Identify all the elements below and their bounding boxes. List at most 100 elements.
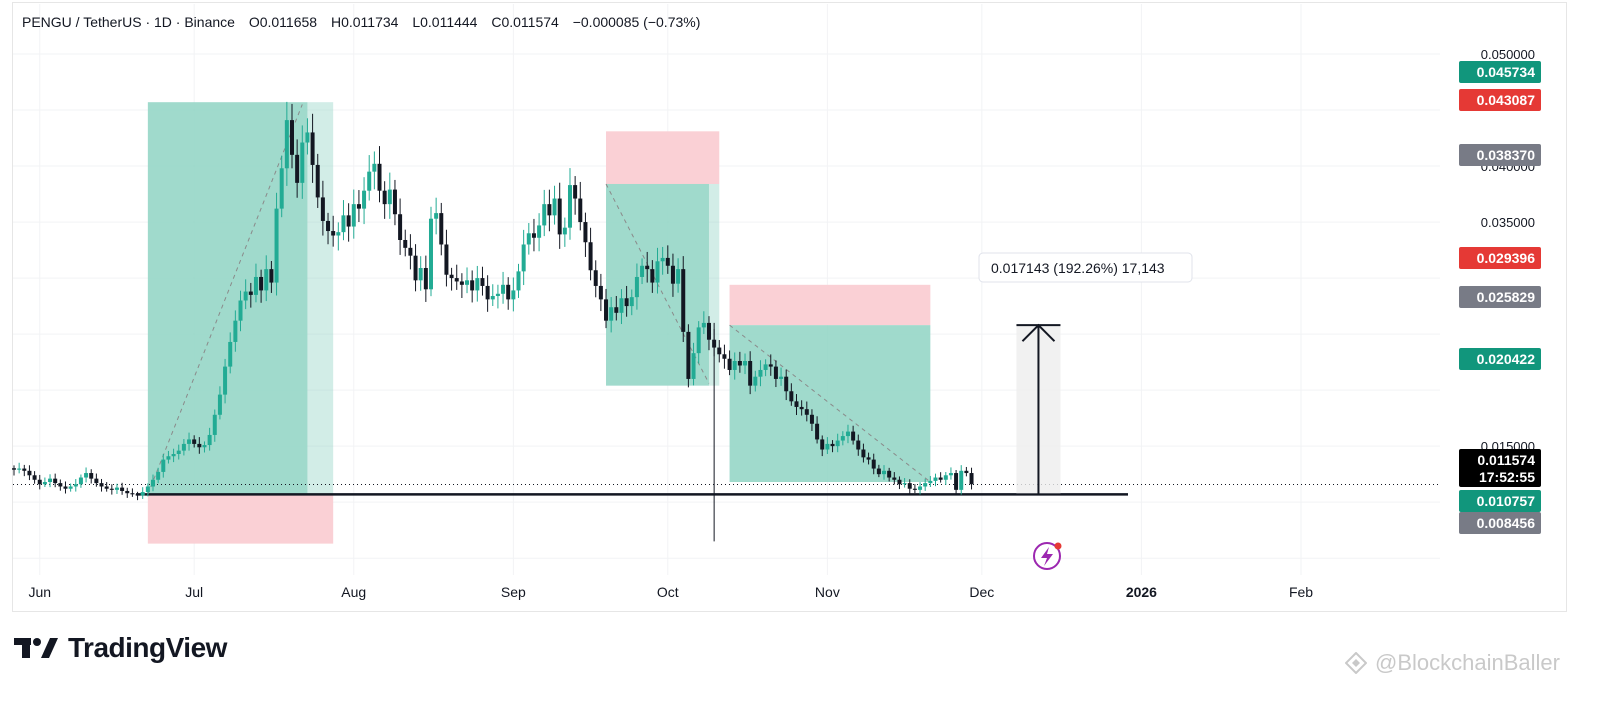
candle-down — [547, 204, 552, 216]
candle-down — [887, 470, 892, 478]
candle-down — [614, 307, 619, 313]
candle-down — [583, 222, 588, 243]
brand-name: TradingView — [68, 632, 227, 663]
candle-down — [506, 284, 511, 300]
tradingview-brand[interactable]: TradingView — [14, 632, 227, 664]
candle-up — [171, 453, 176, 457]
candle-down — [454, 278, 459, 282]
candle-down — [645, 265, 650, 270]
candle-up — [233, 320, 238, 342]
y-tick-label: 0.035000 — [1481, 215, 1535, 230]
candle-up — [763, 364, 768, 370]
candle-up — [526, 233, 531, 245]
price-tag-label: 0.025829 — [1477, 289, 1536, 305]
candle-down — [22, 468, 27, 471]
x-tick-label: Jun — [28, 584, 51, 600]
candle-down — [289, 120, 294, 155]
candle-down — [665, 257, 670, 266]
candle-up — [567, 185, 572, 228]
candle-up — [253, 276, 258, 295]
candle-up — [948, 473, 953, 476]
candle-up — [511, 290, 516, 300]
symbol-label[interactable]: PENGU / TetherUS · 1D · Binance — [22, 14, 235, 30]
candle-up — [176, 450, 181, 454]
candle-up — [207, 434, 212, 446]
candle-down — [593, 270, 598, 286]
candle-up — [372, 163, 377, 172]
candle-down — [866, 457, 871, 460]
candle-down — [768, 364, 773, 367]
candle-down — [748, 361, 753, 386]
candle-up — [434, 213, 439, 219]
price-chart[interactable]: 0.017143 (192.26%) 17,143 0.0500000.0400… — [0, 0, 1600, 612]
x-tick-label: Nov — [815, 584, 840, 600]
price-tag-label: 0.029396 — [1477, 250, 1536, 266]
candle-up — [212, 414, 217, 435]
chart-frame — [12, 2, 1567, 612]
candle-up — [68, 486, 73, 489]
candle-up — [537, 225, 542, 238]
candle-down — [856, 440, 861, 450]
lightning-bolt-icon — [1041, 547, 1053, 566]
candle-down — [403, 239, 408, 248]
candle-up — [918, 486, 923, 490]
candle-up — [475, 278, 480, 291]
candle-up — [696, 327, 701, 354]
candle-up — [495, 293, 500, 297]
candle-down — [444, 244, 449, 275]
candle-down — [578, 198, 583, 223]
candle-down — [907, 483, 912, 489]
candle-down — [382, 190, 387, 205]
candle-down — [94, 478, 99, 484]
candle-up — [609, 307, 614, 321]
measure-tool: 0.017143 (192.26%) 17,143 — [978, 252, 1193, 496]
candle-up — [428, 218, 433, 290]
candle-down — [604, 299, 609, 321]
candle-down — [598, 285, 603, 300]
candle-up — [166, 456, 171, 460]
candle-up — [835, 440, 840, 447]
candle-up — [691, 353, 696, 379]
candle-down — [109, 488, 114, 490]
candle-up — [156, 471, 161, 480]
candle-up — [840, 436, 845, 441]
candle-down — [192, 439, 197, 444]
candle-up — [387, 189, 392, 205]
short-loss-zone — [729, 284, 931, 326]
candle-down — [876, 468, 881, 475]
position-zones — [147, 102, 931, 544]
candle-down — [573, 185, 578, 199]
candle-down — [851, 431, 856, 441]
candle-down — [470, 280, 475, 291]
candle-down — [969, 473, 974, 485]
candle-down — [392, 189, 397, 215]
candle-up — [84, 473, 89, 478]
candle-up — [943, 475, 948, 480]
candle-down — [722, 354, 727, 359]
tradingview-logo-icon — [14, 638, 58, 658]
candle-down — [413, 255, 418, 281]
candle-up — [336, 232, 341, 236]
candle-up — [223, 366, 228, 395]
candle-up — [542, 204, 547, 226]
candle-up — [465, 280, 470, 285]
position-trend-line — [147, 104, 303, 495]
candle-up — [779, 376, 784, 379]
ohlc-close: C0.011574 — [491, 14, 559, 30]
price-tag — [1459, 490, 1541, 512]
price-tag-label: 0.038370 — [1477, 147, 1536, 163]
candle-up — [300, 142, 305, 183]
candle-down — [423, 268, 428, 290]
candle-up — [923, 483, 928, 487]
candle-down — [295, 154, 300, 183]
price-tag-label: 0.008456 — [1477, 515, 1536, 531]
candle-down — [356, 204, 361, 209]
candle-down — [449, 274, 454, 279]
candle-up — [161, 459, 166, 472]
candle-down — [310, 132, 315, 165]
candle-down — [12, 468, 16, 470]
candle-up — [264, 269, 269, 291]
price-tag-label: 0.020422 — [1477, 351, 1536, 367]
candle-up — [552, 198, 557, 216]
candle-down — [53, 478, 58, 484]
